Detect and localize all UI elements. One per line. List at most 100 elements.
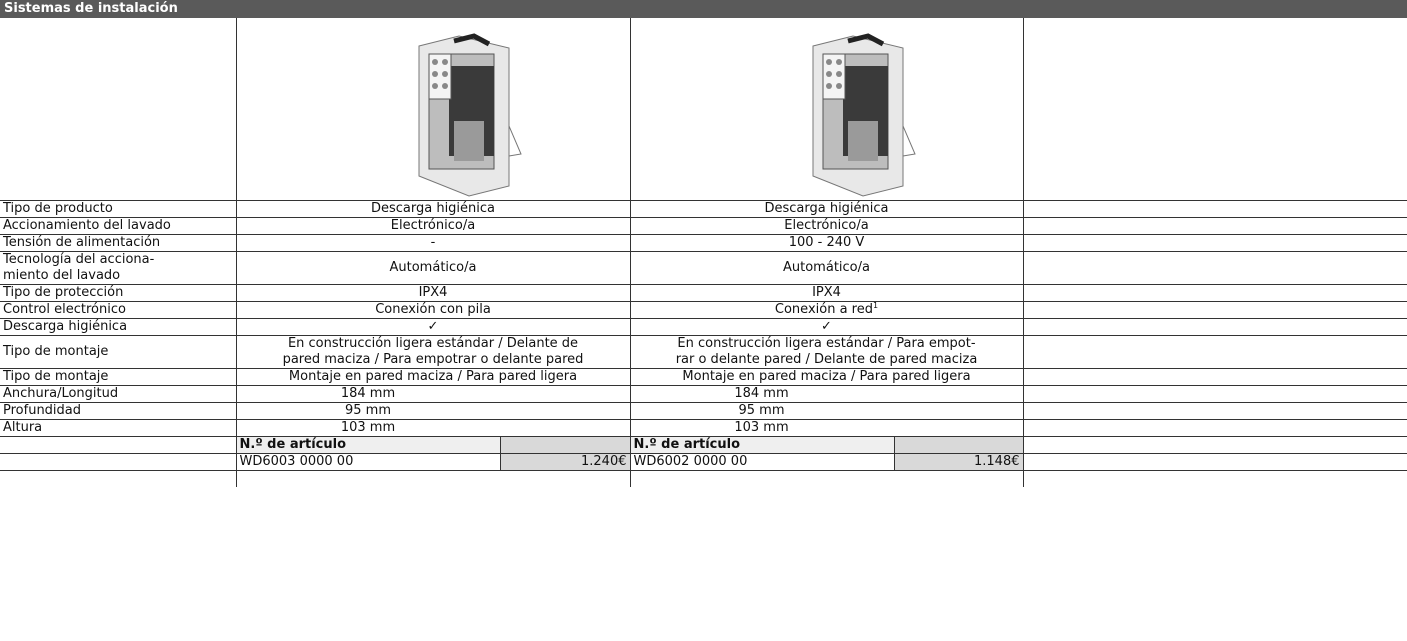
spec-value: 100 - 240 V <box>629 234 1024 252</box>
empty-cell <box>1022 368 1407 386</box>
cell-line: En construcción ligera estándar / Delant… <box>287 336 579 352</box>
spec-value: 103 mm <box>629 419 1024 437</box>
empty-cell <box>0 470 237 487</box>
cell-line: pared maciza / Para empotrar o delante p… <box>282 352 584 367</box>
article-header: N.º de artículo <box>235 436 501 454</box>
spec-value: Automático/a <box>235 251 631 285</box>
empty-cell <box>1022 402 1407 420</box>
spec-row: Altura 103 mm 103 mm <box>0 419 1407 437</box>
spec-value: Conexión a red1 <box>629 301 1024 319</box>
spec-value: IPX4 <box>235 284 631 302</box>
row-label: Accionamiento del lavado <box>0 217 237 235</box>
price-header <box>499 436 631 454</box>
cell-text: Montaje en pared maciza / Para pared lig… <box>682 369 971 385</box>
spec-value: Descarga higiénica <box>235 200 631 218</box>
spec-value: Electrónico/a <box>629 217 1024 235</box>
spec-value: IPX4 <box>629 284 1024 302</box>
empty-cell <box>1022 436 1407 454</box>
empty-cell <box>1022 234 1407 252</box>
spec-value: Montaje en pared maciza / Para pared lig… <box>629 368 1024 386</box>
row-label: Altura <box>0 419 237 437</box>
empty-cell <box>1022 217 1407 235</box>
cell-text: Descarga higiénica <box>3 319 128 335</box>
cell-text: 184 mm <box>734 386 789 402</box>
spec-row: Tensión de alimentación - 100 - 240 V <box>0 234 1407 252</box>
spec-value: 103 mm <box>235 419 631 437</box>
row-label: Anchura/Longitud <box>0 385 237 403</box>
cell-text: Electrónico/a <box>390 218 476 234</box>
cell-text: Anchura/Longitud <box>3 386 119 402</box>
cell-text: 95 mm <box>738 403 785 419</box>
cell-text: Tipo de producto <box>3 201 113 217</box>
cell-text: 95 mm <box>344 403 391 419</box>
table-body: Tipo de producto Descarga higiénica Descar… <box>0 18 1407 487</box>
spec-row: Tipo de producto Descarga higiénica Descar… <box>0 200 1407 218</box>
row-label: Tipo de montaje <box>0 335 237 369</box>
cell-text: Automático/a <box>783 260 870 275</box>
price-header <box>893 436 1024 454</box>
spec-value: 95 mm <box>235 402 631 420</box>
spec-value: ✓ <box>235 318 631 336</box>
cell-text: Montaje en pared maciza / Para pared lig… <box>288 369 578 385</box>
spec-row: Tecnología del acciona-miento del lavado… <box>0 251 1407 285</box>
row-label: Tipo de montaje <box>0 368 237 386</box>
product-image <box>418 33 522 197</box>
row-label: Profundidad <box>0 402 237 420</box>
cell-text: Electrónico/a <box>784 218 869 234</box>
empty-cell <box>0 18 237 201</box>
empty-cell <box>1022 453 1407 471</box>
empty-cell <box>1022 200 1407 218</box>
article-header: N.º de artículo <box>629 436 895 454</box>
empty-cell <box>1022 301 1407 319</box>
spec-value: En construcción ligera estándar / Delant… <box>235 335 631 369</box>
article-price: 1.240€ <box>499 453 631 471</box>
cell-text: 100 - 240 V <box>788 235 865 251</box>
article-row: WD6003 0000 00 1.240€ WD6002 0000 00 1.148€ <box>0 453 1407 471</box>
spec-value: 95 mm <box>629 402 1024 420</box>
spec-row: Accionamiento del lavado Electrónico/a Ele… <box>0 217 1407 235</box>
cell-line: Tecnología del acciona- <box>3 252 155 268</box>
empty-cell <box>629 470 1024 487</box>
cell-line: rar o delante pared / Delante de pared m… <box>675 352 978 367</box>
spec-row: Tipo de montaje En construcción ligera es… <box>0 335 1407 369</box>
cell-text: Descarga higiénica <box>370 201 496 217</box>
cell-text: Tipo de protección <box>3 285 124 301</box>
spec-value: ✓ <box>629 318 1024 336</box>
empty-cell <box>1022 419 1407 437</box>
empty-cell <box>1022 251 1407 285</box>
product-image <box>812 33 916 197</box>
spec-row: Anchura/Longitud 184 mm 184 mm <box>0 385 1407 403</box>
cell-line: miento del lavado <box>3 268 121 283</box>
spec-value: 184 mm <box>235 385 631 403</box>
spec-value: En construcción ligera estándar / Para e… <box>629 335 1024 369</box>
cell-text: Tensión de alimentación <box>3 235 161 251</box>
spec-value: Electrónico/a <box>235 217 631 235</box>
empty-cell <box>1022 318 1407 336</box>
empty-cell <box>1022 470 1407 487</box>
row-label: Tecnología del acciona-miento del lavado <box>0 251 237 285</box>
cell-text: IPX4 <box>418 285 448 301</box>
row-label: Tensión de alimentación <box>0 234 237 252</box>
article-price: 1.148€ <box>893 453 1024 471</box>
spec-row: Tipo de montaje Montaje en pared maciza /… <box>0 368 1407 386</box>
spec-value: Automático/a <box>629 251 1024 285</box>
article-number: WD6002 0000 00 <box>629 453 895 471</box>
empty-cell <box>1022 18 1407 201</box>
cell-text: Conexión con pila <box>375 302 491 318</box>
image-row <box>0 18 1407 201</box>
spec-table: Tipo de producto Descarga higiénica Descar… <box>0 18 1407 487</box>
spec-row: Control electrónico Conexión con pila Cone… <box>0 301 1407 319</box>
cell-text: 103 mm <box>734 420 789 436</box>
cell-text: Accionamiento del lavado <box>3 218 171 234</box>
spec-value: Conexión con pila <box>235 301 631 319</box>
cell-text: ✓ <box>821 319 832 335</box>
empty-cell <box>0 436 237 454</box>
cell-text: Altura <box>3 420 43 436</box>
cell-text: Descarga higiénica <box>764 201 889 217</box>
cell-text: Tipo de montaje <box>3 369 109 385</box>
empty-cell <box>1022 284 1407 302</box>
spec-row: Descarga higiénica ✓ ✓ <box>0 318 1407 336</box>
empty-row <box>0 470 1407 487</box>
